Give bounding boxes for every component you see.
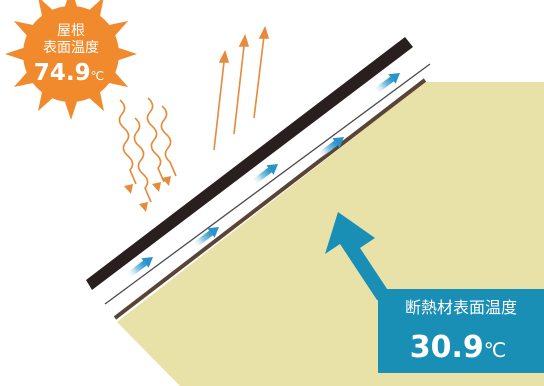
air-flow-arrow	[125, 256, 153, 279]
sun-ray	[63, 97, 79, 120]
insulation-temp-value: 30.9℃	[410, 330, 507, 365]
sun-icon	[5, 0, 137, 120]
roof-temp-label-line2: 表面温度	[43, 40, 99, 56]
reflected-heat-arrow	[233, 45, 245, 135]
insulation-pointer-arrow	[325, 212, 397, 304]
insulation-surface-sheet	[113, 78, 427, 320]
roof-temp-label-line1: 屋根	[57, 23, 85, 39]
air-flow-arrow	[316, 136, 344, 159]
incoming-heat-arrowheads	[124, 176, 171, 212]
heat-wave-arrow	[118, 99, 137, 185]
underlay-line	[104, 63, 431, 305]
reflected-heat-arrows	[213, 25, 270, 151]
insulation-temp-unit: ℃	[484, 338, 506, 362]
reflected-heat-arrow	[253, 35, 265, 119]
insulation-temp-box	[378, 289, 544, 373]
air-flow-arrow	[372, 72, 400, 95]
sun-ray	[114, 46, 137, 62]
roof-temp-unit: ℃	[91, 69, 104, 83]
heat-wave-arrow	[133, 117, 152, 203]
roof-temp-value: 74.9℃	[34, 60, 104, 86]
roof-board	[86, 37, 413, 290]
heat-wave-arrow	[160, 105, 177, 177]
air-flow-arrow	[191, 226, 219, 249]
reflected-heat-arrow	[213, 61, 225, 151]
air-flow-arrow	[250, 163, 278, 186]
insulation-temp-label: 断熱材表面温度	[405, 298, 517, 317]
heat-wave-arrow	[146, 97, 165, 183]
incoming-heat-arrows	[118, 97, 177, 203]
sun-ray	[5, 46, 28, 62]
air-flow-arrows	[125, 72, 400, 279]
